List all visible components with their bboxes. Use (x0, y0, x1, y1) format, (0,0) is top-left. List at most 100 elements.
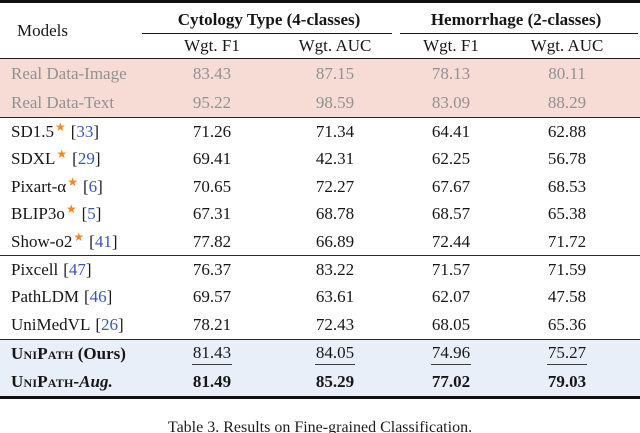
group-underline (400, 33, 639, 35)
model-name: Real Data-Image (11, 63, 127, 83)
value-cell: 83.09 (392, 88, 510, 118)
metric-value: 71.72 (547, 231, 587, 251)
star-icon: ★ (67, 174, 78, 189)
value-cell: 68.57 (392, 201, 510, 228)
model-name: SD1.5 (11, 122, 54, 142)
metric-value: 85.29 (315, 371, 355, 391)
metric-value: 72.27 (315, 176, 355, 196)
value-cell: 65.38 (510, 201, 640, 228)
citation-close-bracket: ] (111, 231, 118, 251)
metric-value: 79.03 (547, 371, 587, 391)
citation-close-bracket: ] (106, 287, 113, 307)
metric-value: 81.43 (191, 343, 233, 365)
metric-value: 68.53 (547, 176, 587, 196)
table-section: Pixcell★[47] 76.37 83.22 71.57 71.59 Pat… (0, 256, 640, 340)
model-cell: SD1.5★ [33] (0, 118, 146, 146)
table-row: BLIP3o★ [5] 67.31 68.78 68.57 65.38 (0, 201, 640, 228)
metric-value: 68.78 (315, 204, 355, 224)
metric-value: 42.31 (315, 149, 355, 169)
citation-link[interactable]: [41] (89, 232, 117, 251)
value-cell: 71.34 (278, 118, 392, 146)
citation-link[interactable]: [33] (71, 122, 99, 141)
table-row: Show-o2★ [41] 77.82 66.89 72.44 71.72 (0, 228, 640, 256)
value-cell: 64.41 (392, 118, 510, 146)
model-cell: Pixcell★[47] (0, 256, 146, 284)
metric-value: 72.44 (431, 231, 471, 251)
citation-link[interactable]: [6] (83, 177, 103, 196)
value-cell: 69.41 (146, 146, 278, 173)
metric-value: 87.15 (315, 63, 355, 83)
value-cell: 71.72 (510, 228, 640, 256)
value-cell: 81.43 (146, 339, 278, 368)
metric-value: 67.67 (431, 176, 471, 196)
value-cell: 88.29 (510, 88, 640, 118)
metric-value: 84.05 (314, 343, 356, 365)
metric-value: 75.27 (546, 343, 588, 365)
value-cell: 85.29 (278, 368, 392, 398)
model-cell: UniMedVL★[26] (0, 311, 146, 339)
value-cell: 98.59 (278, 88, 392, 118)
value-cell: 72.27 (278, 173, 392, 200)
citation-close-bracket: ] (85, 260, 92, 280)
citation-open-bracket: [ (95, 314, 101, 334)
model-name: Pixart-α (11, 176, 67, 196)
value-cell: 69.57 (146, 284, 278, 311)
model-cell: Show-o2★ [41] (0, 228, 146, 256)
value-cell: 78.13 (392, 59, 510, 89)
metric-value: 78.21 (192, 314, 232, 334)
citation-number: 41 (94, 231, 112, 251)
citation-link[interactable]: [47] (63, 260, 91, 279)
citation-number: 33 (76, 122, 94, 142)
metric-value: 68.57 (431, 204, 471, 224)
model-name: SDXL (11, 149, 56, 169)
group-label: Hemorrhage (2-classes) (430, 10, 602, 29)
metric-value: 78.13 (431, 63, 471, 83)
citation-link[interactable]: [46] (84, 287, 112, 306)
metric-value: 71.59 (547, 260, 587, 280)
model-name: PathLDM (11, 287, 79, 307)
value-cell: 83.43 (146, 59, 278, 89)
metric-value: 47.58 (547, 287, 587, 307)
value-cell: 71.26 (146, 118, 278, 146)
model-cell: Pixart-α★ [6] (0, 173, 146, 200)
citation-link[interactable]: [29] (72, 149, 100, 168)
metric-value: 83.22 (315, 260, 355, 280)
table-row: SD1.5★ [33] 71.26 71.34 64.41 62.88 (0, 118, 640, 146)
metric-value: 95.22 (192, 92, 232, 112)
citation-number: 6 (88, 176, 98, 196)
value-cell: 75.27 (510, 339, 640, 368)
table-row: UniPath-Aug.★[] 81.49 85.29 77.02 79.03 (0, 368, 640, 398)
value-cell: 47.58 (510, 284, 640, 311)
metric-value: 64.41 (431, 122, 471, 142)
table-row: Pixcell★[47] 76.37 83.22 71.57 71.59 (0, 256, 640, 284)
value-cell: 87.15 (278, 59, 392, 89)
citation-open-bracket: [ (82, 176, 89, 196)
results-table: Models Cytology Type (4-classes) Hemorrh… (0, 0, 640, 399)
metric-value: 76.37 (192, 260, 232, 280)
metric-value: 74.96 (430, 343, 472, 365)
citation-open-bracket: [ (84, 287, 90, 307)
star-icon: ★ (65, 202, 77, 217)
value-cell: 79.03 (510, 368, 640, 398)
metric-value: 71.26 (192, 122, 232, 142)
value-cell: 42.31 (278, 146, 392, 173)
star-icon: ★ (73, 229, 85, 244)
metric-value: 80.11 (548, 63, 586, 83)
metric-value: 65.38 (547, 204, 587, 224)
value-cell: 74.96 (392, 339, 510, 368)
table-row: Real Data-Text★[] 95.22 98.59 83.09 88.2… (0, 88, 640, 118)
model-cell: UniPath-Aug.★[] (0, 368, 146, 398)
metric-value: 69.41 (192, 149, 232, 169)
table-section: Real Data-Image★[] 83.43 87.15 78.13 80.… (0, 58, 640, 118)
table-section: SD1.5★ [33] 71.26 71.34 64.41 62.88 SDXL★… (0, 118, 640, 256)
value-cell: 76.37 (146, 256, 278, 284)
value-cell: 62.88 (510, 118, 640, 146)
table-row: PathLDM★[46] 69.57 63.61 62.07 47.58 (0, 284, 640, 311)
model-cell: Real Data-Image★[] (0, 59, 146, 89)
table-row: Real Data-Image★[] 83.43 87.15 78.13 80.… (0, 59, 640, 89)
citation-link[interactable]: [26] (95, 315, 123, 334)
citation-link[interactable]: [5] (82, 204, 102, 223)
citation-close-bracket: ] (95, 204, 102, 224)
metric-value: 71.57 (431, 260, 471, 280)
metric-value: 62.07 (431, 287, 471, 307)
